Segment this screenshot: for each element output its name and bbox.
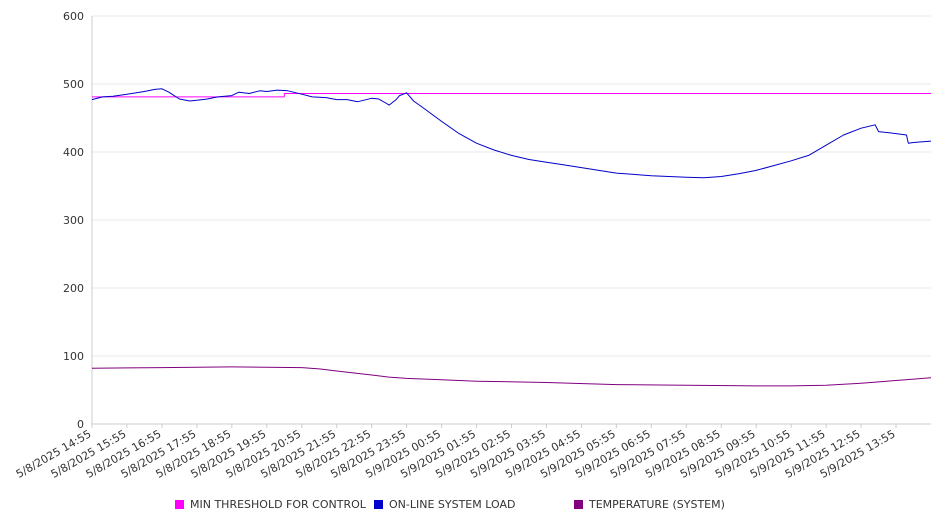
legend: MIN THRESHOLD FOR CONTROL ON-LINE SYSTEM… xyxy=(175,498,935,514)
y-tick-label-200: 200 xyxy=(63,282,84,295)
legend-swatch-min-threshold xyxy=(175,500,184,509)
y-tick-label-400: 400 xyxy=(63,146,84,159)
legend-item-temperature: TEMPERATURE (SYSTEM) xyxy=(574,498,725,511)
legend-item-system-load: ON-LINE SYSTEM LOAD xyxy=(374,498,515,511)
legend-label-min-threshold: MIN THRESHOLD FOR CONTROL xyxy=(190,498,366,511)
series-line-min-threshold-for-control xyxy=(92,93,931,98)
y-tick-label-600: 600 xyxy=(63,10,84,23)
legend-label-system-load: ON-LINE SYSTEM LOAD xyxy=(389,498,516,511)
series-line-temperature-system xyxy=(91,366,932,387)
legend-swatch-temperature xyxy=(574,500,583,509)
legend-item-min-threshold: MIN THRESHOLD FOR CONTROL xyxy=(175,498,366,511)
y-tick-label-100: 100 xyxy=(63,350,84,363)
legend-label-temperature: TEMPERATURE (SYSTEM) xyxy=(589,498,725,511)
y-tick-label-500: 500 xyxy=(63,78,84,91)
series-line-on-line-system-load xyxy=(91,88,932,179)
legend-swatch-system-load xyxy=(374,500,383,509)
y-tick-label-300: 300 xyxy=(63,214,84,227)
y-tick-label-0: 0 xyxy=(77,418,84,431)
